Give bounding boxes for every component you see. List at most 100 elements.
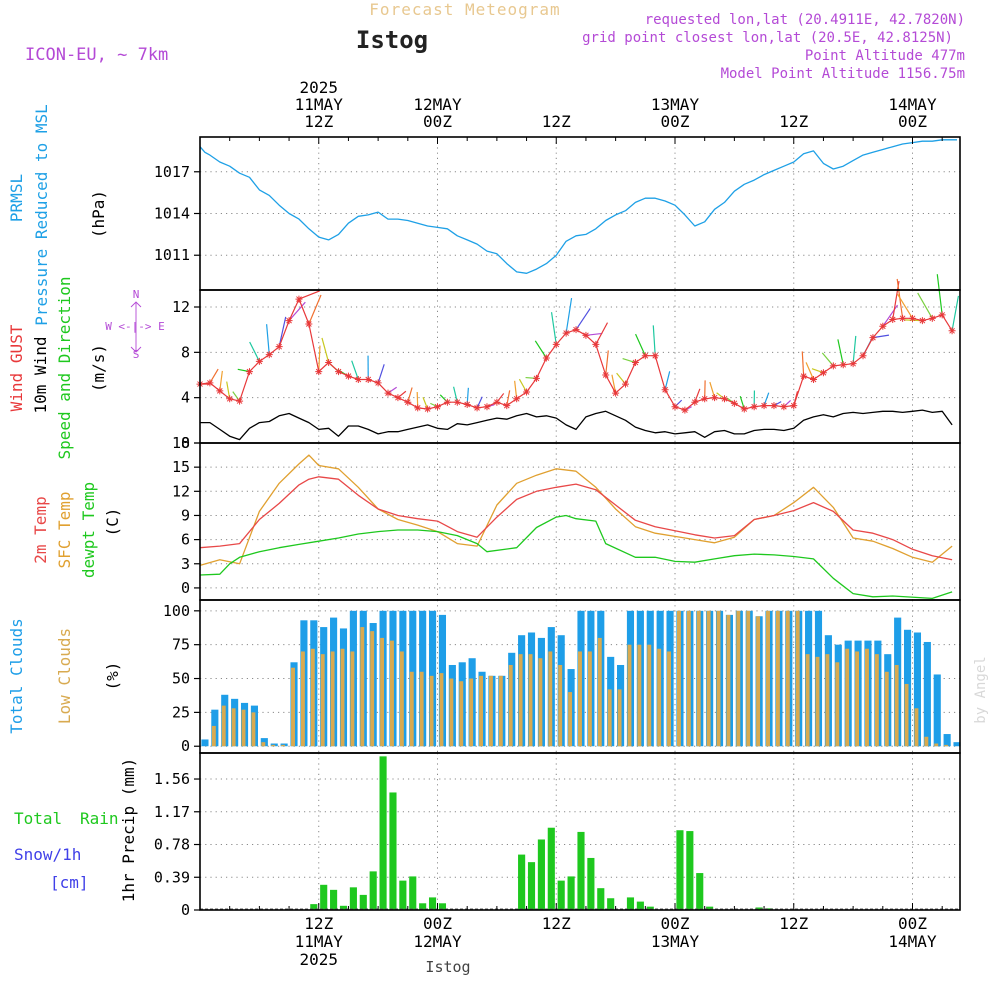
- low-cloud-bar: [370, 631, 375, 747]
- wind-gust-marker: [622, 380, 630, 388]
- precip-bar: [537, 839, 545, 910]
- wind-gust-marker: [839, 361, 847, 369]
- precip-bar: [339, 905, 348, 910]
- low-cloud-bar: [835, 662, 840, 747]
- temp-dewpt-label: dewpt Temp: [79, 482, 98, 578]
- precip-bar: [626, 897, 635, 910]
- wind-direction-arrow: [518, 378, 528, 393]
- precip-bar: [686, 831, 694, 910]
- wind-gust-marker: [473, 404, 481, 412]
- wind-direction-arrow: [288, 301, 306, 321]
- low-cloud-bar: [766, 610, 770, 747]
- wind-gust-marker: [760, 402, 768, 410]
- top-time-label: 00Z: [898, 112, 927, 131]
- y-tick-label: 15: [172, 458, 190, 476]
- footer-station: Istog: [425, 958, 470, 976]
- wind-gust-marker: [384, 389, 392, 397]
- pressure-unit: (hPa): [89, 190, 108, 238]
- wind-direction-arrow: [298, 290, 320, 300]
- low-cloud-bar: [884, 671, 889, 747]
- pressure-label-msl: Pressure Reduced to MSL: [32, 104, 51, 326]
- wind-gust-marker: [899, 314, 907, 322]
- wind-direction-arrow: [936, 274, 943, 316]
- wind-direction-arrow: [801, 351, 805, 377]
- precip-bar: [330, 889, 338, 910]
- y-tick-label: 1017: [154, 163, 190, 181]
- wind-direction-arrow: [852, 335, 857, 364]
- frame-layer: [194, 136, 961, 911]
- bottom-time-label: 00Z: [661, 914, 690, 933]
- low-cloud-bar: [607, 689, 612, 747]
- y-tick-label: 0: [181, 901, 190, 919]
- low-cloud-bar: [676, 610, 681, 747]
- y-tick-label: 0.39: [154, 868, 190, 886]
- low-cloud-bar: [459, 681, 464, 747]
- wind-direction-arrow: [249, 341, 260, 362]
- wind-gust-marker: [859, 352, 867, 360]
- y-tick-label: 1.56: [154, 770, 190, 788]
- low-cloud-bar: [469, 678, 474, 747]
- low-cloud-bar: [855, 651, 860, 747]
- point-altitude: Point Altitude 477m: [805, 48, 965, 64]
- wind-direction-arrow: [595, 322, 609, 345]
- credit-watermark: by Angel: [973, 656, 989, 723]
- precip-total-label: Total: [14, 809, 62, 828]
- low-cloud-bar: [479, 675, 483, 747]
- wind-gust-marker: [374, 379, 382, 387]
- low-cloud-bar: [736, 610, 741, 747]
- precip-bar: [706, 906, 714, 910]
- wind-gust-marker: [909, 314, 916, 322]
- wind-gust-marker: [681, 406, 689, 414]
- cloud-low-label: Low Clouds: [55, 628, 74, 724]
- wind-gust-marker: [404, 398, 412, 406]
- low-cloud-bar: [291, 667, 295, 747]
- low-cloud-bar: [845, 648, 850, 747]
- low-cloud-bar: [518, 654, 523, 747]
- low-cloud-bar: [419, 671, 424, 747]
- precip-bar: [567, 876, 575, 910]
- low-cloud-bar: [657, 648, 662, 747]
- low-cloud-bar: [399, 651, 404, 747]
- y-tick-label: 4: [181, 389, 190, 407]
- bottom-time-label: 12Z: [304, 914, 333, 933]
- temperature-panel-frame: [199, 442, 961, 601]
- y-tick-label: 1011: [154, 246, 190, 264]
- precip-bar: [577, 831, 585, 910]
- bottom-time-label: 12Z: [542, 914, 571, 933]
- wind-direction-arrow: [709, 381, 716, 398]
- cloud-unit: (%): [103, 662, 122, 691]
- low-cloud-bar: [320, 654, 325, 747]
- bottom-time-label: 12MAY: [413, 932, 462, 951]
- precip-bar: [399, 880, 407, 910]
- wind-gust-marker: [216, 387, 224, 395]
- wind-direction-arrow: [575, 308, 591, 330]
- low-cloud-bar: [825, 654, 830, 747]
- wind-direction-arrow: [266, 324, 270, 355]
- precip-bar: [557, 880, 565, 910]
- low-cloud-bar: [449, 678, 454, 747]
- total-cloud-bar: [933, 674, 941, 747]
- wind-gust-marker: [661, 386, 669, 394]
- low-cloud-bar: [221, 705, 226, 747]
- wind-direction-arrow: [321, 337, 330, 363]
- low-cloud-bar: [281, 744, 286, 747]
- low-cloud-bar: [390, 640, 394, 747]
- wind-gust-marker: [720, 395, 728, 403]
- top-time-label: 12Z: [304, 112, 333, 131]
- bottom-time-label: 12Z: [779, 914, 808, 933]
- low-cloud-bar: [706, 610, 711, 747]
- precip-bar: [409, 876, 417, 910]
- total-cloud-bar: [943, 734, 951, 747]
- wind-direction-arrow: [951, 295, 960, 331]
- sfc-temp-line: [199, 454, 953, 567]
- wind-direction-arrow: [611, 374, 617, 394]
- wind-gust-marker: [849, 360, 857, 368]
- wind-gust-marker: [364, 376, 372, 384]
- precip-bar: [587, 857, 595, 910]
- wind-direction-arrow: [453, 386, 458, 403]
- precip-bar: [389, 792, 397, 910]
- precip-bar: [320, 884, 328, 910]
- pressure-label-prmsl: PRMSL: [7, 174, 26, 222]
- precip-bar: [636, 901, 644, 910]
- precip-bar: [765, 908, 773, 910]
